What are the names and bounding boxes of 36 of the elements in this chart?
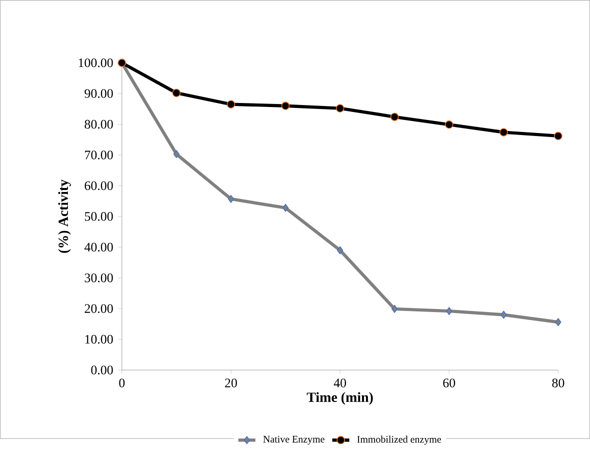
y-tick-label: 30.00: [84, 274, 113, 283]
y-tick-label: 10.00: [85, 335, 113, 344]
point: [500, 311, 507, 319]
x-tick-label: 80: [552, 378, 564, 388]
y-tick-label: 20.00: [84, 304, 113, 314]
y-tick-label: 60.00: [84, 182, 113, 190]
y-tick-label: 100.00: [78, 58, 113, 68]
x-tick-label: 0: [119, 378, 125, 388]
legend-label: Native Enzyme: [263, 436, 324, 445]
legend-label: Immobilized enzyme: [357, 436, 441, 445]
y-tick-label: 70.00: [85, 150, 113, 160]
x-tick-label: 60: [443, 378, 456, 388]
x-tick-label: 40: [334, 378, 346, 388]
point: [390, 112, 399, 122]
x-tick-label: 20: [225, 378, 237, 388]
y-tick-label: 90.00: [84, 89, 113, 98]
y-tick-label: 80.00: [84, 120, 113, 129]
y-axis-title: (%) Activity: [58, 180, 71, 254]
point: [282, 204, 289, 212]
point: [336, 104, 344, 113]
point: [391, 305, 398, 314]
x-axis-title: Time (min): [306, 392, 373, 406]
point: [499, 128, 508, 137]
y-tick-label: 0.00: [91, 366, 113, 375]
point: [336, 246, 344, 254]
point: [172, 88, 181, 98]
point: [555, 318, 562, 326]
point: [226, 100, 236, 109]
point: [228, 195, 234, 204]
point: [446, 307, 452, 316]
point: [281, 102, 290, 110]
point: [444, 120, 454, 130]
point: [554, 132, 562, 140]
y-tick-label: 50.00: [84, 212, 113, 222]
y-tick-label: 40.00: [84, 243, 113, 252]
point: [173, 150, 180, 158]
